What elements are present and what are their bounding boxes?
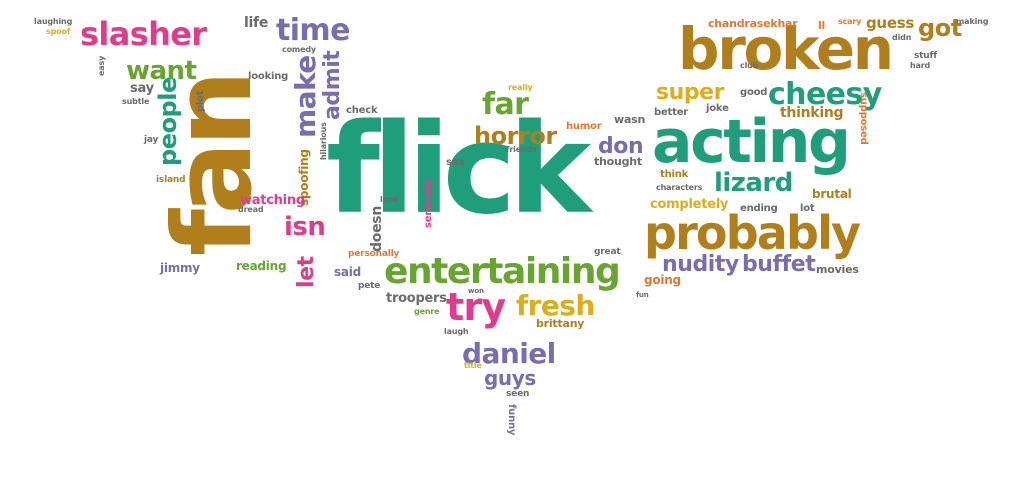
- word-humor: humor: [566, 121, 602, 132]
- word-won: won: [468, 287, 484, 295]
- word-lot: lot: [800, 203, 815, 214]
- word-completely: completely: [650, 197, 729, 212]
- word-fun: fun: [636, 291, 649, 299]
- word-entertaining: entertaining: [384, 251, 621, 292]
- word-stuff: stuff: [914, 51, 937, 61]
- word-people: people: [154, 77, 182, 166]
- word-spoof: spoof: [46, 27, 71, 36]
- word-say: say: [130, 81, 154, 96]
- word-said: said: [334, 265, 361, 279]
- word-doesn: doesn: [369, 205, 385, 252]
- word-admit: admit: [320, 50, 345, 120]
- word-isn: isn: [284, 212, 326, 242]
- word-chandrasekhar: chandrasekhar: [708, 17, 798, 30]
- word-let: let: [294, 256, 319, 288]
- word-super: super: [656, 80, 725, 105]
- word-brutal: brutal: [812, 187, 852, 201]
- word-broken: broken: [678, 15, 894, 83]
- word-good: good: [740, 87, 768, 98]
- word-lizard: lizard: [714, 168, 793, 198]
- word-title: title: [464, 361, 482, 370]
- word-genre: genre: [414, 307, 440, 316]
- word-didn: didn: [892, 33, 912, 42]
- word-wasn: wasn: [614, 113, 646, 126]
- word-movies: movies: [816, 263, 859, 276]
- word-subtle: subtle: [122, 97, 150, 106]
- word-got: got: [918, 14, 962, 42]
- word-jimmy: jimmy: [160, 261, 200, 275]
- word-laughing: laughing: [34, 17, 73, 26]
- word-characters: characters: [656, 183, 703, 192]
- word-check: check: [346, 105, 378, 116]
- word-dread: dread: [238, 205, 264, 214]
- word-far: far: [482, 87, 529, 122]
- word-don: don: [598, 134, 644, 159]
- word-thinking: thinking: [780, 105, 844, 121]
- word-thought: thought: [594, 155, 642, 168]
- word-nudity: nudity: [662, 252, 739, 277]
- word-fresh: fresh: [516, 289, 595, 322]
- word-look: look: [380, 195, 399, 204]
- word-flick: flick: [326, 98, 591, 242]
- word-sex: sex: [446, 157, 465, 168]
- word-going: going: [644, 273, 681, 287]
- word-making: making: [956, 17, 989, 26]
- word-make: make: [289, 55, 322, 138]
- word-cheesy: cheesy: [768, 77, 882, 112]
- word-great: great: [594, 247, 621, 257]
- word-try: try: [446, 285, 506, 329]
- word-guys: guys: [484, 366, 536, 390]
- word-scary: scary: [838, 17, 862, 26]
- word-friends: friends: [506, 145, 537, 154]
- word-reading: reading: [236, 259, 287, 273]
- word-supposed: supposed: [858, 92, 869, 145]
- word-funny: funny: [506, 404, 517, 436]
- word-personally: personally: [348, 249, 400, 259]
- word-guess: guess: [866, 14, 914, 32]
- word-jay: jay: [144, 135, 159, 145]
- word-hilarious: hilarious: [319, 122, 328, 160]
- word-comedy: comedy: [282, 45, 316, 54]
- word-pete: pete: [358, 281, 381, 291]
- word-watching: watching: [240, 193, 305, 208]
- word-looking: looking: [248, 71, 289, 82]
- word-slasher: slasher: [80, 15, 207, 53]
- word-time: time: [276, 13, 350, 48]
- word-daniel: daniel: [462, 337, 556, 370]
- word-probably: probably: [644, 206, 861, 260]
- word-seen: seen: [506, 389, 530, 399]
- word-horror: horror: [474, 122, 557, 150]
- word-buffet: buffet: [742, 252, 816, 277]
- word-ending: ending: [740, 203, 778, 214]
- word-troopers: troopers: [386, 291, 447, 306]
- word-easy: easy: [97, 55, 106, 76]
- word-think: think: [660, 169, 689, 180]
- word-laugh: laugh: [444, 327, 469, 336]
- word-island: island: [156, 175, 186, 185]
- word-hard: hard: [910, 61, 931, 70]
- word-life: life: [244, 15, 269, 31]
- word-want: want: [126, 56, 197, 86]
- word-ll: ll: [818, 19, 826, 32]
- word-joke: joke: [706, 103, 729, 114]
- word-plot: plot: [195, 90, 206, 112]
- word-brittany: brittany: [536, 317, 585, 330]
- word-really: really: [508, 83, 533, 92]
- word-better: better: [654, 107, 689, 118]
- word-acting: acting: [652, 107, 851, 177]
- word-seriously: seriously: [423, 178, 434, 228]
- word-club: club: [740, 61, 759, 70]
